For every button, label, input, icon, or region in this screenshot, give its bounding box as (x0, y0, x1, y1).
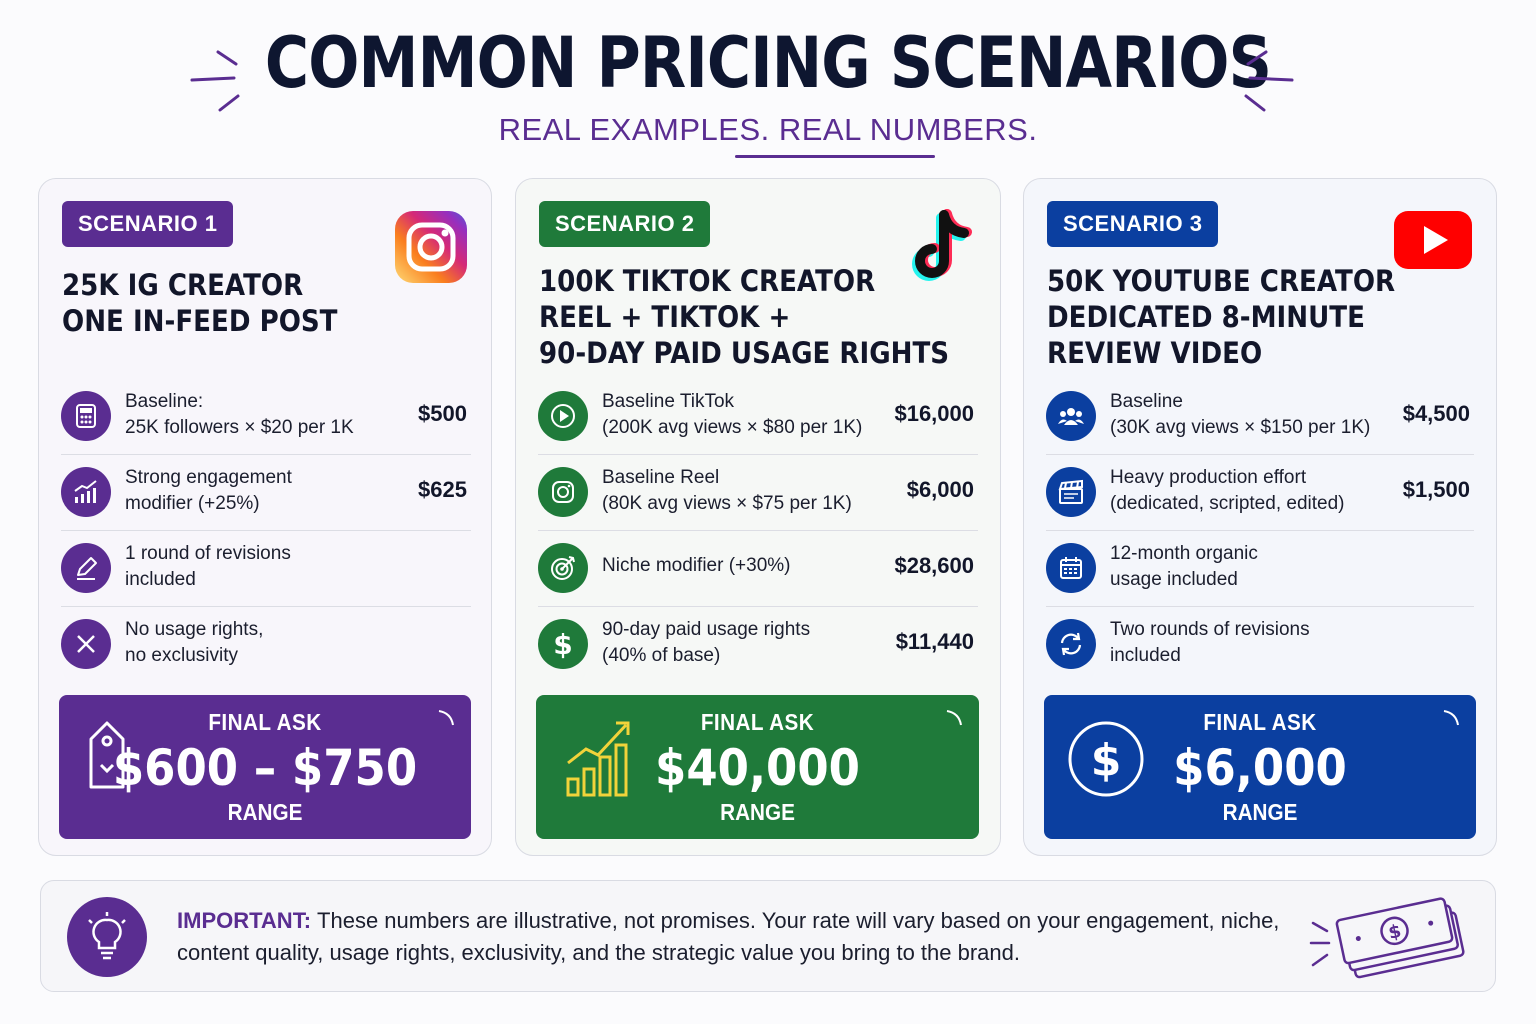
scenario-title: 100K TIKTOK CREATOR REEL + TIKTOK + 90-D… (539, 264, 950, 370)
line-item-niche: Niche modifier (+30%) $28,600 (538, 531, 978, 607)
lightbulb-icon (67, 897, 147, 977)
line-item-baseline-tiktok: Baseline TikTok (200K avg views × $80 pe… (538, 379, 978, 455)
scenario-badge: SCENARIO 1 (62, 201, 234, 247)
target-icon (538, 543, 588, 593)
line-item-organic-usage: 12-month organic usage included (1046, 531, 1474, 607)
final-ask-range: RANGE (1222, 799, 1298, 825)
scenario-card-1: SCENARIO 1 25K IG CREATOR ONE IN-FEED PO… (38, 178, 492, 856)
scenario-title: 50K YOUTUBE CREATOR DEDICATED 8-MINUTE R… (1047, 264, 1396, 370)
line-item-amount: $28,600 (894, 553, 974, 578)
line-item-label: 12-month organic usage included (1110, 543, 1258, 590)
dollar-icon: $ (538, 619, 588, 669)
row-divider (1046, 454, 1474, 455)
calendar-icon (1046, 543, 1096, 593)
audience-icon (1046, 391, 1096, 441)
row-divider (61, 606, 471, 607)
scenario-card-2: SCENARIO 2 100K TIKTOK CREATOR REEL + TI… (515, 178, 1001, 856)
line-item-label: Heavy production effort (dedicated, scri… (1110, 467, 1345, 514)
line-item-label: 90-day paid usage rights (40% of base) (602, 619, 811, 666)
row-divider (1046, 530, 1474, 531)
dollar-circle-icon: $ (1068, 721, 1144, 797)
clapperboard-icon (1046, 467, 1096, 517)
line-item-label: Baseline: 25K followers × $20 per 1K (125, 391, 354, 438)
row-divider (1046, 606, 1474, 607)
line-item-baseline: Baseline (30K avg views × $150 per 1K) $… (1046, 379, 1474, 455)
line-item-label: Baseline TikTok (200K avg views × $80 pe… (602, 391, 863, 438)
important-note: IMPORTANT: These numbers are illustrative… (40, 880, 1496, 992)
page-subtitle: REAL EXAMPLES. REAL NUMBERS. (498, 112, 1038, 147)
final-ask-value: $6,000 (1173, 739, 1347, 797)
final-ask-label: FINAL ASK (208, 709, 322, 735)
line-item-label: Strong engagement modifier (+25%) (125, 467, 292, 514)
line-item-usage: No usage rights, no exclusivity (61, 607, 471, 683)
page-title: COMMON PRICING SCENARIOS (264, 22, 1272, 104)
svg-text:$: $ (1387, 921, 1404, 944)
subtitle-underline (735, 155, 935, 158)
row-divider (538, 606, 978, 607)
svg-text:$: $ (1091, 735, 1122, 786)
line-item-label: 1 round of revisions included (125, 543, 291, 590)
right-dash-decoration-icon (1244, 50, 1294, 112)
line-item-amount: $1,500 (1402, 477, 1470, 502)
row-divider (538, 530, 978, 531)
final-ask-value: $40,000 (655, 739, 860, 797)
final-ask-panel: FINAL ASK $600 – $750 RANGE (59, 695, 471, 839)
row-divider (61, 454, 471, 455)
scenario-card-3: SCENARIO 3 50K YOUTUBE CREATOR DEDICATED… (1023, 178, 1497, 856)
corner-arc-icon (946, 710, 962, 726)
line-item-production: Heavy production effort (dedicated, scri… (1046, 455, 1474, 531)
corner-arc-icon (438, 710, 454, 726)
tiktok-icon (912, 209, 972, 281)
left-dash-decoration-icon (190, 50, 240, 112)
final-ask-panel: $ FINAL ASK $6,000 RANGE (1044, 695, 1476, 839)
x-icon (61, 619, 111, 669)
money-stack-icon: $ (1309, 897, 1465, 979)
line-item-amount: $16,000 (894, 401, 974, 426)
instagram-outline-icon (538, 467, 588, 517)
line-item-label: Niche modifier (+30%) (602, 555, 791, 576)
scenario-title: 25K IG CREATOR ONE IN-FEED POST (62, 268, 338, 338)
scenario-badge: SCENARIO 2 (539, 201, 711, 247)
final-ask-panel: FINAL ASK $40,000 RANGE (536, 695, 979, 839)
note-text: IMPORTANT: These numbers are illustrative… (177, 905, 1317, 969)
play-icon (538, 391, 588, 441)
line-item-baseline-reel: Baseline Reel (80K avg views × $75 per 1… (538, 455, 978, 531)
instagram-icon (395, 211, 467, 283)
header: COMMON PRICING SCENARIOS REAL EXAMPLES. … (0, 0, 1536, 170)
final-ask-value: $600 – $750 (112, 739, 418, 797)
row-divider (538, 454, 978, 455)
final-ask-range: RANGE (227, 799, 303, 825)
line-item-amount: $11,440 (895, 629, 974, 654)
important-label: IMPORTANT: (177, 908, 312, 933)
bar-chart-icon (566, 721, 630, 797)
corner-arc-icon (1443, 710, 1459, 726)
line-item-label: Baseline Reel (80K avg views × $75 per 1… (602, 467, 852, 514)
scenario-badge: SCENARIO 3 (1047, 201, 1219, 247)
refresh-icon (1046, 619, 1096, 669)
line-item-amount: $625 (418, 477, 467, 502)
line-item-baseline: Baseline: 25K followers × $20 per 1K $50… (61, 379, 471, 455)
final-ask-range: RANGE (720, 799, 795, 825)
line-item-paid-usage: $ 90-day paid usage rights (40% of base)… (538, 607, 978, 683)
line-item-amount: $500 (418, 401, 467, 426)
line-item-amount: $4,500 (1402, 401, 1470, 426)
row-divider (61, 530, 471, 531)
line-item-label: No usage rights, no exclusivity (125, 619, 264, 666)
calculator-icon (61, 391, 111, 441)
pencil-icon (61, 543, 111, 593)
line-item-revisions: Two rounds of revisions included (1046, 607, 1474, 683)
note-body: These numbers are illustrative, not prom… (177, 908, 1280, 965)
line-item-engagement: Strong engagement modifier (+25%) $625 (61, 455, 471, 531)
line-item-amount: $6,000 (906, 477, 974, 502)
final-ask-label: FINAL ASK (700, 709, 815, 735)
youtube-icon (1394, 211, 1472, 269)
line-item-label: Two rounds of revisions included (1110, 619, 1310, 666)
growth-chart-icon (61, 467, 111, 517)
line-item-label: Baseline (30K avg views × $150 per 1K) (1110, 391, 1371, 438)
line-item-revisions: 1 round of revisions included (61, 531, 471, 607)
final-ask-label: FINAL ASK (1203, 709, 1317, 735)
price-tag-icon (89, 721, 125, 789)
